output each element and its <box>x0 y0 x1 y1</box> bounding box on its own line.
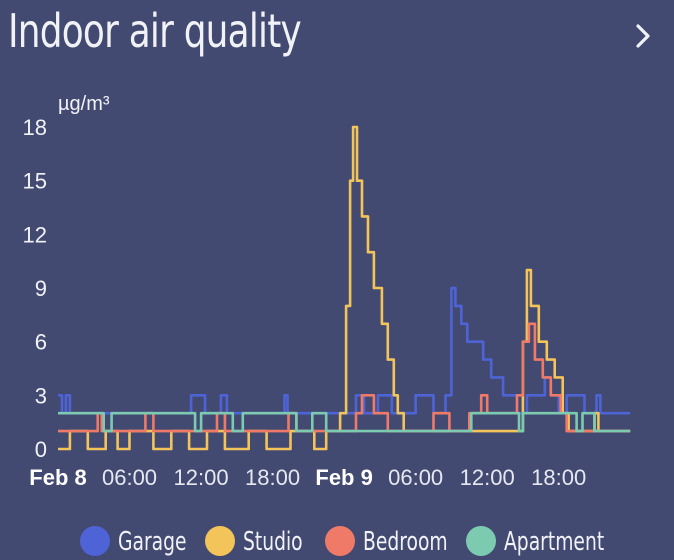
y-axis-label: µg/m³ <box>58 93 110 115</box>
y-axis: 0 3 6 9 12 15 18 <box>23 115 47 462</box>
legend-swatch <box>205 526 235 556</box>
series-layer <box>58 125 631 451</box>
legend-label: Bedroom <box>363 527 448 557</box>
x-tick-label: 12:00 <box>174 465 229 490</box>
legend: Garage Studio Bedroom Apartment <box>0 520 674 560</box>
series-line-apartment <box>58 411 631 433</box>
chevron-right-icon-glyph <box>636 24 650 48</box>
series-line-garage <box>58 286 631 415</box>
chevron-right-icon[interactable] <box>626 18 662 54</box>
x-tick-label: Feb 9 <box>315 465 372 490</box>
y-tick-label: 9 <box>35 276 47 301</box>
x-tick-label: Feb 8 <box>29 465 86 490</box>
legend-label: Apartment <box>504 527 605 557</box>
y-tick-label: 0 <box>35 437 47 462</box>
x-tick-label: 06:00 <box>388 465 443 490</box>
legend-swatch <box>466 526 496 556</box>
y-tick-label: 3 <box>35 383 47 408</box>
line-chart: 0 3 6 9 12 15 18 Feb 8 06:00 12:00 18:00 Feb 9 06:0… <box>23 93 631 490</box>
y-tick-label: 12 <box>23 222 47 247</box>
y-tick-label: 6 <box>35 330 47 355</box>
page-title: Indoor air quality <box>8 4 302 58</box>
series-line-bedroom <box>58 322 631 433</box>
legend-swatch <box>80 526 110 556</box>
x-axis: Feb 8 06:00 12:00 18:00 Feb 9 06:00 12:00 18:00 <box>29 465 586 490</box>
legend-label: Studio <box>243 527 303 557</box>
x-tick-label: 06:00 <box>102 465 157 490</box>
legend-label: Garage <box>118 527 187 557</box>
x-tick-label: 18:00 <box>531 465 586 490</box>
legend-swatch <box>325 526 355 556</box>
series-line-studio <box>58 125 631 451</box>
y-tick-label: 18 <box>23 115 47 140</box>
x-tick-label: 18:00 <box>245 465 300 490</box>
y-tick-label: 15 <box>23 169 47 194</box>
x-tick-label: 12:00 <box>460 465 515 490</box>
